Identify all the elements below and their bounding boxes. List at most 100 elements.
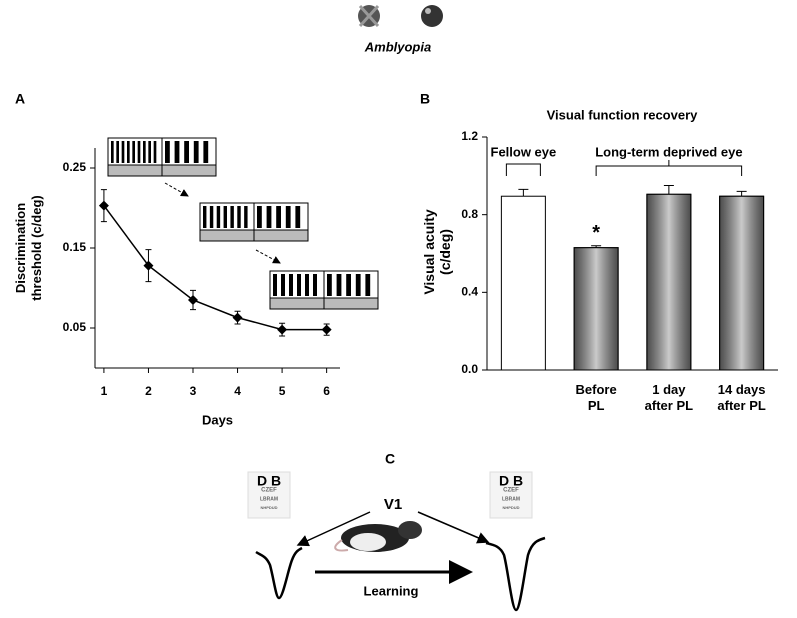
stripe (209, 206, 214, 228)
stripe (244, 206, 248, 228)
stripe (305, 274, 309, 296)
dashed-arrow (164, 182, 189, 197)
eye-chart-line: LBRAM (260, 496, 278, 502)
error-bar (736, 190, 747, 197)
stripe (273, 274, 277, 296)
stimulus-base (253, 229, 309, 242)
data-line (103, 205, 327, 331)
data-point (277, 324, 288, 335)
y-tick-label: 0.15 (63, 240, 87, 254)
eye-chart-line: CZEF (261, 488, 277, 494)
stripe (230, 206, 234, 228)
grating-stimulus (269, 270, 379, 310)
eye-chart-line: NHPDUD (502, 505, 519, 510)
group-bracket (505, 163, 541, 176)
y-tick-label: 1.2 (461, 129, 478, 143)
group-label: Fellow eye (491, 144, 557, 159)
stripe (297, 274, 301, 296)
y-tick-label: 0.0 (461, 362, 478, 376)
x-tick-label: 3 (190, 384, 197, 398)
stripe (143, 141, 146, 163)
stripe (165, 141, 170, 163)
stripe (184, 141, 189, 163)
stripe (336, 274, 342, 296)
stimulus-base (323, 297, 379, 310)
area-label: V1 (384, 496, 402, 513)
x-tick-label: 6 (323, 384, 330, 398)
stimulus-base (161, 164, 217, 177)
stripe (257, 206, 262, 228)
stripe (121, 141, 125, 163)
stripe (295, 206, 301, 228)
x-tick-label: 1 (101, 384, 108, 398)
stripe (365, 274, 371, 296)
y-axis-label: Visual acuity (c/deg) (421, 209, 453, 295)
eye-chart-line: D B (257, 473, 281, 489)
stripe (216, 206, 221, 228)
chart-title: Visual function recovery (547, 107, 699, 122)
data-point (232, 312, 243, 323)
stimulus-base (107, 164, 163, 177)
stripe (193, 141, 199, 163)
stripe (203, 141, 209, 163)
data-point (98, 200, 109, 211)
arrow-label: Learning (364, 583, 419, 598)
error-bar (518, 188, 529, 197)
stripe (327, 274, 332, 296)
stripe (148, 141, 151, 163)
x-tick-label: 14 days after PL (717, 382, 766, 413)
y-tick-label: 0.4 (461, 285, 478, 299)
panel-label: A (15, 91, 25, 107)
panel-label: C (385, 451, 395, 467)
data-point (143, 260, 154, 271)
bar-shine (573, 247, 619, 371)
x-tick-label: 4 (234, 384, 241, 398)
stripe (116, 141, 119, 163)
bar-shine (719, 195, 765, 371)
stripe (153, 141, 157, 163)
stripe (281, 274, 285, 296)
stripe (237, 206, 241, 228)
eye-chart-line: D B (499, 473, 523, 489)
stripe (223, 206, 227, 228)
stripe (127, 141, 130, 163)
stripe (203, 206, 207, 228)
y-tick-label: 0.8 (461, 207, 478, 221)
panel-c-drawing (247, 471, 546, 612)
stimulus-base (199, 229, 255, 242)
stripe (346, 274, 351, 296)
x-tick-label: 2 (145, 384, 152, 398)
bar-shine (646, 193, 692, 371)
header-title: Amblyopia (364, 39, 431, 54)
eye-chart-line: CZEF (503, 488, 519, 494)
dashed-arrow (255, 249, 281, 264)
bar (500, 195, 546, 371)
data-point (321, 324, 332, 335)
stripe (137, 141, 141, 163)
y-axis-label: Discrimination threshold (c/deg) (13, 195, 44, 301)
stripe (285, 206, 291, 228)
eye-chart-line: LBRAM (502, 496, 520, 502)
error-bar (663, 185, 674, 195)
eye-chart-line: NHPDUD (260, 505, 277, 510)
x-tick-label: Before PL (575, 382, 617, 413)
significance-mark: * (592, 222, 600, 244)
stripe (111, 141, 114, 163)
group-label: Long-term deprived eye (595, 144, 742, 159)
y-tick-label: 0.25 (63, 160, 87, 174)
stripe (132, 141, 135, 163)
stripe (313, 274, 317, 296)
data-point (188, 295, 198, 305)
x-tick-label: 1 day after PL (644, 382, 694, 413)
grating-stimulus (107, 137, 217, 177)
stripe (355, 274, 361, 296)
panel-label: B (420, 91, 430, 107)
grating-stimulus (199, 202, 309, 242)
stripe (289, 274, 293, 296)
stimulus-base (269, 297, 325, 310)
stripe (276, 206, 281, 228)
x-tick-label: 5 (279, 384, 286, 398)
stripe (174, 141, 180, 163)
